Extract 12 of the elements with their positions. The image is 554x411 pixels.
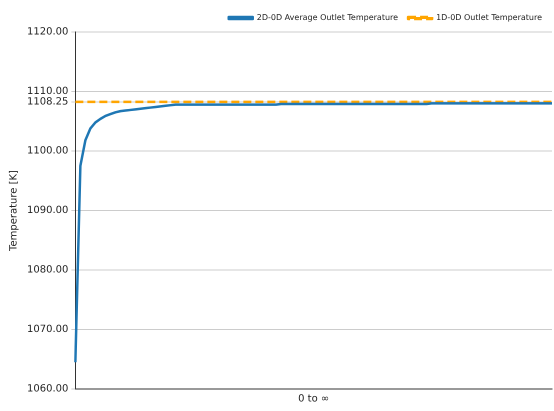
legend-label: 1D-0D Outlet Temperature [436,13,542,22]
legend-label: 2D-0D Average Outlet Temperature [256,13,398,22]
y-tick-label: 1100.00 [26,146,68,157]
y-tick-label: 1090.00 [26,205,68,216]
y-tick-label: 1110.00 [26,86,68,98]
y-tick-label: 1120.00 [26,26,68,38]
y-tick-label: 1080.00 [26,264,68,276]
y-tick-label: 1108.25 [26,96,68,108]
x-axis-title: 0 to ∞ [298,394,330,405]
y-tick-label: 1070.00 [26,324,68,336]
y-axis-title: Temperature [K] [8,170,20,252]
y-tick-label: 1060.00 [26,384,68,395]
